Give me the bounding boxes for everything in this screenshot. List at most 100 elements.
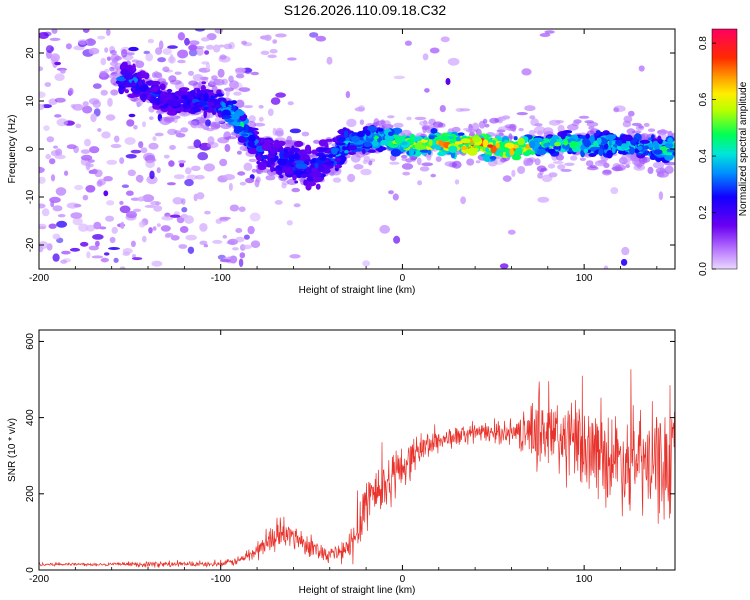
spectrogram-halo-blob: [639, 133, 650, 142]
spectrogram-noise-blob: [137, 196, 145, 202]
spectrogram-halo-blob: [180, 127, 189, 133]
spectrogram-noise-blob: [45, 153, 51, 160]
spectrogram-signal-blob: [179, 87, 190, 92]
colorbar-ticks: 0.0 0.2 0.4 0.6 0.8: [698, 36, 716, 276]
spectrogram-signal-blob: [190, 106, 201, 113]
spectrogram-halo-blob: [157, 78, 167, 84]
spectrogram-halo-blob: [174, 71, 182, 75]
spectrogram-signal-blob: [335, 142, 346, 146]
spectrogram-halo-blob: [528, 129, 536, 136]
spectrogram-noise-blob: [155, 47, 163, 55]
spectrogram-noise-blob: [289, 254, 301, 259]
spectrogram-noise-blob: [70, 212, 83, 219]
spectrogram-noise-blob: [170, 235, 180, 241]
spectrogram-noise-blob: [54, 114, 62, 118]
spectrogram-noise-blob: [158, 40, 164, 50]
spectrogram-signal-blob: [562, 130, 573, 134]
spectrogram-signal-blob: [596, 137, 602, 145]
spectrogram-signal-blob: [160, 93, 166, 102]
spectrogram-signal-blob: [543, 142, 551, 148]
spectrogram-noise-blob: [185, 167, 192, 175]
spectrogram-noise-blob: [233, 91, 242, 96]
spectrogram-signal-blob: [582, 138, 590, 145]
spectrogram-halo-blob: [647, 166, 654, 174]
spectrogram-noise-blob: [289, 128, 302, 134]
spectrogram-noise-blob: [447, 57, 460, 66]
spectrogram-signal-blob: [644, 145, 649, 150]
spectrogram-noise-blob: [169, 214, 181, 218]
spectrogram-signal-blob: [258, 163, 266, 168]
spectrogram-noise-blob: [54, 97, 66, 103]
spectrogram-halo-blob: [586, 166, 599, 171]
spectrogram-signal-blob: [579, 135, 586, 139]
spectrogram-noise-blob: [162, 48, 172, 55]
spectrogram-noise-blob: [177, 32, 186, 41]
spectrogram-halo-blob: [547, 163, 556, 169]
spectrogram-halo-blob: [614, 164, 626, 171]
spectrogram-halo-blob: [236, 150, 242, 155]
spectrogram-noise-blob: [105, 215, 115, 222]
spectrogram-noise-blob: [152, 136, 157, 142]
spectrogram-noise-blob: [326, 56, 333, 65]
spectrogram-signal-blob: [588, 153, 597, 157]
spectrogram-signal-blob: [221, 102, 226, 108]
spectrogram-halo-blob: [466, 158, 475, 166]
spectrogram-noise-blob: [243, 162, 253, 171]
spectrogram-halo-blob: [584, 120, 594, 124]
spectrogram-noise-blob: [85, 224, 96, 232]
spectrogram-halo-blob: [613, 107, 620, 113]
spectrogram-noise-blob: [66, 144, 77, 150]
spectrogram-halo-blob: [664, 165, 674, 174]
spectrogram-signal-blob: [617, 139, 623, 147]
spectrogram-signal-blob: [414, 142, 423, 150]
spectrogram-noise-blob: [250, 71, 259, 76]
spectrogram-noise-blob: [193, 139, 202, 149]
spectrogram-noise-blob: [219, 259, 232, 263]
spectrogram-noise-blob: [148, 142, 159, 150]
spectrogram-signal-blob: [324, 138, 334, 142]
spectrogram-noise-blob: [133, 125, 138, 130]
spectrogram-signal-blob: [590, 146, 601, 150]
spectrogram-signal-blob: [287, 166, 294, 171]
spectrogram-signal-blob: [611, 146, 616, 154]
spectrogram-noise-blob: [125, 154, 137, 159]
spectrogram-signal-blob: [312, 171, 322, 178]
spectrogram-halo-blob: [454, 179, 460, 185]
x-tick-label: 100: [576, 273, 593, 284]
spectrogram-signal-blob: [292, 174, 297, 181]
spectrogram-signal-blob: [667, 137, 673, 145]
spectrogram-halo-blob: [421, 162, 434, 167]
spectrogram-noise-blob: [147, 38, 154, 44]
spectrogram-noise-blob: [87, 37, 94, 45]
spectrogram-halo-blob: [121, 49, 128, 58]
spectrogram-noise-blob: [429, 47, 440, 54]
spectrogram-signal-blob: [367, 149, 376, 153]
spectrogram-signal-blob: [413, 136, 424, 141]
spectrogram-halo-blob: [110, 89, 119, 96]
spectrogram-halo-blob: [332, 177, 342, 183]
spectrogram-signal-blob: [282, 152, 292, 159]
spectrogram-noise-blob: [275, 92, 286, 98]
spectrogram-halo-blob: [220, 123, 232, 130]
spectrogram-noise-blob: [39, 91, 46, 98]
x-tick-label: -200: [29, 574, 49, 585]
spectrogram-noise-blob: [105, 114, 116, 121]
spectrogram-halo-blob: [248, 115, 256, 123]
snr-x-label: Height of straight line (km): [299, 585, 416, 596]
spectrogram-signal-blob: [653, 142, 660, 151]
spectrogram-noise-blob: [106, 56, 111, 61]
spectrogram-noise-blob: [52, 205, 63, 212]
spectrogram-halo-blob: [346, 118, 357, 128]
spectrogram-signal-blob: [337, 136, 346, 142]
spectrogram-noise-blob: [275, 33, 287, 38]
spectrogram-signal-blob: [457, 132, 465, 136]
spectrogram-noise-blob: [223, 43, 233, 50]
spectrogram-halo-blob: [502, 175, 512, 182]
spectrogram-noise-blob: [196, 192, 205, 200]
spectrogram-signal-blob: [482, 154, 492, 162]
spectrogram-signal-blob: [548, 148, 556, 154]
spectrogram-halo-blob: [159, 116, 172, 126]
spectrogram-signal-blob: [222, 115, 232, 119]
spectrogram-signal-blob: [270, 157, 275, 165]
spectrogram-signal-blob: [139, 84, 149, 92]
